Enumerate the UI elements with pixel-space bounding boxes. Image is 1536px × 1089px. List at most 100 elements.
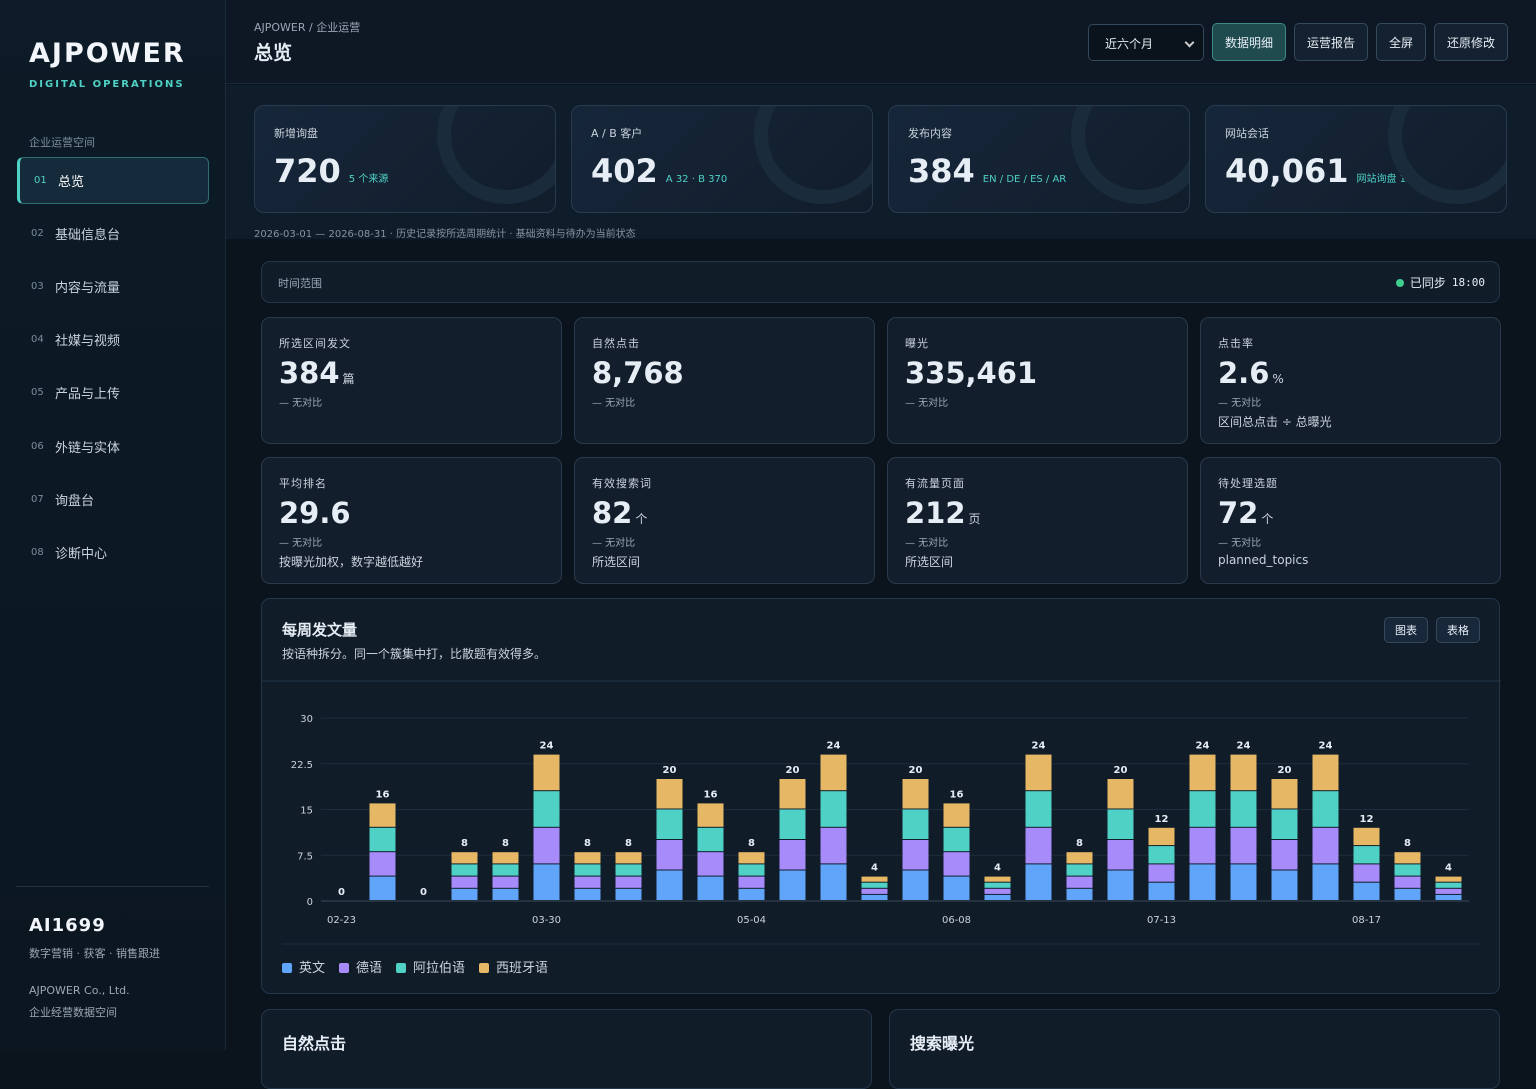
panel-title: 自然点击 — [282, 1034, 347, 1053]
bar-segment — [943, 827, 970, 852]
metric-number: 335,461 — [905, 356, 1038, 390]
bar-segment — [1025, 864, 1052, 900]
metric-value: 335,461 — [905, 356, 1037, 390]
x-tick-label: 03-30 — [532, 915, 561, 926]
legend-swatch — [339, 963, 350, 973]
bar-total-label: 24 — [1196, 741, 1210, 752]
bar-segment — [1230, 791, 1257, 827]
bar-segment — [738, 876, 765, 888]
bar-segment — [615, 888, 642, 900]
bar-segment — [697, 803, 724, 827]
bar-total-label: 20 — [786, 765, 800, 776]
header-button[interactable]: 数据明细 — [1212, 23, 1286, 61]
chart-title: 每周发文量 — [282, 621, 358, 639]
nav-label: 外链与实体 — [55, 440, 121, 456]
bar-total-label: 8 — [1404, 838, 1411, 849]
bar-segment — [1435, 882, 1462, 888]
footer-title: AI1699 — [29, 915, 106, 936]
x-tick-label: 05-04 — [737, 915, 766, 926]
kpi-note: 5 个来源 — [348, 174, 389, 185]
nav-label: 询盘台 — [55, 493, 95, 509]
nav-item[interactable]: 03 内容与流量 — [17, 263, 209, 310]
nav-item[interactable]: 04 社媒与视频 — [17, 316, 209, 363]
metric-delta: — 无对比 — [279, 398, 323, 409]
bar-total-label: 8 — [502, 838, 509, 849]
kpi-value: 384 EN / DE / ES / AR — [908, 152, 1066, 190]
legend-label: 英文 — [299, 961, 326, 976]
company-desc: 企业经营数据空间 — [29, 1006, 117, 1019]
bar-segment — [820, 791, 847, 827]
page: AJPOWER DIGITAL OPERATIONS 企业运营空间 01 总览 02… — [0, 0, 1536, 1050]
bar-segment — [1189, 827, 1216, 864]
bar-segment — [697, 852, 724, 876]
panel-title: 搜索曝光 — [910, 1034, 975, 1053]
kpi-value: 40,061 网站询盘 107 — [1225, 152, 1419, 190]
y-tick-label: 7.5 — [297, 851, 313, 862]
metric-delta: — 无对比 — [905, 538, 949, 549]
section-label: 企业运营空间 — [29, 136, 95, 149]
bar-segment — [369, 803, 396, 827]
bar-segment — [1394, 876, 1421, 888]
bar-segment — [1312, 791, 1339, 827]
header-button[interactable]: 全屏 — [1376, 23, 1426, 61]
nav-item[interactable]: 02 基础信息台 — [17, 210, 209, 257]
kpi-card: 发布内容 384 EN / DE / ES / AR — [888, 105, 1190, 213]
bar-segment — [533, 827, 560, 864]
bar-segment — [779, 779, 806, 809]
nav-num: 05 — [31, 387, 44, 399]
bar-segment — [533, 864, 560, 900]
bar-segment — [369, 852, 396, 876]
chart-toggle[interactable]: 图表 — [1384, 617, 1428, 643]
bar-segment — [697, 876, 724, 900]
bar-segment — [656, 779, 683, 809]
main: AJPOWER / 企业运营 总览 近六个月 数据明细 运营报告 全屏 还原修改 20… — [226, 0, 1536, 1089]
kpi-label: 新增询盘 — [274, 127, 318, 140]
nav-item[interactable]: 05 产品与上传 — [17, 369, 209, 416]
nav-label: 基础信息台 — [55, 228, 121, 244]
range-select[interactable]: 近六个月 — [1088, 24, 1204, 61]
header-button[interactable]: 运营报告 — [1294, 23, 1368, 61]
nav-item[interactable]: 08 诊断中心 — [17, 529, 209, 576]
bar-segment — [902, 779, 929, 809]
bar-segment — [533, 754, 560, 791]
metric-value: 2.6% — [1218, 356, 1284, 390]
bar-total-label: 24 — [1237, 741, 1251, 752]
kpi-card: A / B 客户 402 A 32 · B 370 — [571, 105, 873, 213]
legend-swatch — [396, 963, 407, 973]
kpi-value: 720 5 个来源 — [274, 152, 388, 190]
time-label: 时间范围 — [278, 277, 322, 290]
nav-item[interactable]: 01 总览 — [17, 157, 209, 204]
metric-note: planned_topics — [1218, 553, 1309, 567]
tagline: DIGITAL OPERATIONS — [29, 79, 185, 90]
bar-total-label: 8 — [461, 838, 468, 849]
nav-item[interactable]: 06 外链与实体 — [17, 423, 209, 470]
bar-segment — [1353, 882, 1380, 900]
bar-segment — [1353, 827, 1380, 846]
bar-segment — [861, 888, 888, 894]
nav-item[interactable]: 07 询盘台 — [17, 476, 209, 523]
metric-delta: — 无对比 — [592, 538, 636, 549]
bar-segment — [574, 888, 601, 900]
metric-delta: — 无对比 — [592, 398, 636, 409]
chart-toggle[interactable]: 表格 — [1436, 617, 1480, 643]
metric-card: 有效搜索词 82 个 — 无对比 所选区间 — [574, 457, 875, 584]
legend-label: 德语 — [356, 961, 383, 976]
legend-label: 阿拉伯语 — [413, 961, 466, 976]
metric-unit: 篇 — [342, 372, 355, 386]
bar-segment — [451, 864, 478, 876]
metric-note: 区间总点击 ÷ 总曝光 — [1218, 415, 1332, 429]
metric-number: 8,768 — [592, 356, 684, 390]
chart-panel: 每周发文量 按语种拆分。同一个簇集中打，比散题有效得多。 0 7.5 15 22.5 3… — [261, 598, 1501, 994]
bar-segment — [943, 876, 970, 900]
metric-label: 有流量页面 — [905, 477, 965, 490]
metric-number: 82 — [592, 496, 633, 530]
header-button[interactable]: 还原修改 — [1434, 23, 1508, 61]
metric-label: 曝光 — [905, 337, 929, 350]
metric-delta: — 无对比 — [1218, 398, 1262, 409]
bar-segment — [943, 852, 970, 876]
bar-segment — [451, 876, 478, 888]
metric-delta: — 无对比 — [1218, 538, 1262, 549]
bar-segment — [1066, 888, 1093, 900]
page-title: 总览 — [254, 42, 293, 64]
legend-item: 阿拉伯语 — [396, 957, 465, 976]
